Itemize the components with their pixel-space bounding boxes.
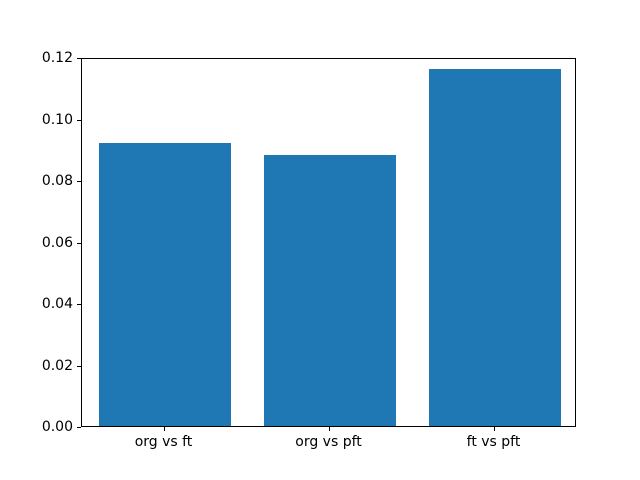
plot-area <box>81 58 576 427</box>
y-axis-tick-label: 0.12 <box>41 50 73 66</box>
y-axis-tick-label: 0.02 <box>41 357 73 374</box>
y-axis-tick-mark <box>77 58 81 59</box>
y-axis-tick-mark <box>77 427 81 428</box>
y-axis-tick-mark <box>77 119 81 121</box>
y-axis-tick-label: 0.10 <box>41 111 73 128</box>
bar-ft-vs-pft <box>428 69 561 426</box>
y-axis-tick-mark <box>77 365 81 367</box>
x-axis-tick-mark <box>493 427 495 431</box>
x-axis-tick-label: ft vs pft <box>466 434 521 450</box>
y-axis-tick-label: 0.08 <box>41 173 73 189</box>
y-axis-tick-mark <box>77 242 81 244</box>
x-axis-tick-mark <box>163 427 165 431</box>
x-axis-tick-label: org vs pft <box>295 434 362 450</box>
y-axis-tick-label: 0.06 <box>41 234 73 251</box>
y-axis-tick-mark <box>77 304 81 305</box>
x-axis-tick-mark <box>328 427 330 431</box>
y-axis-tick-label: 0.04 <box>41 296 73 312</box>
y-axis-tick-mark <box>77 181 81 182</box>
bar-org-vs-pft <box>263 155 396 426</box>
y-axis-tick-label: 0.00 <box>41 419 73 435</box>
bar-org-vs-ft <box>98 143 231 426</box>
x-axis-tick-label: org vs ft <box>134 434 193 450</box>
